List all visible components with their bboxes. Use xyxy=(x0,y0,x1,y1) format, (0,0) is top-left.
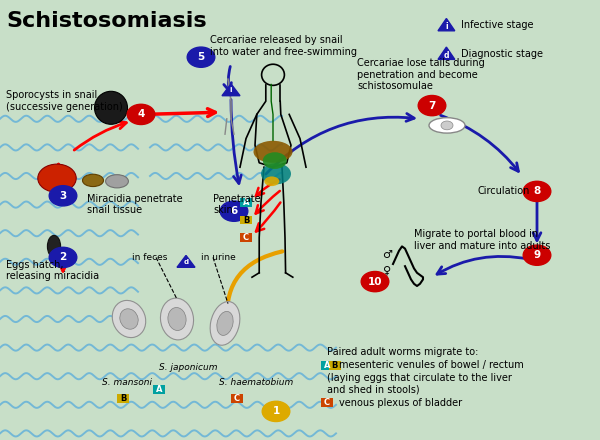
Text: venous plexus of bladder: venous plexus of bladder xyxy=(339,398,462,407)
FancyBboxPatch shape xyxy=(321,361,333,370)
FancyBboxPatch shape xyxy=(153,385,165,394)
Text: Migrate to portal blood in
liver and mature into adults: Migrate to portal blood in liver and mat… xyxy=(414,229,550,251)
Ellipse shape xyxy=(95,92,128,125)
Text: 6: 6 xyxy=(230,206,238,216)
Ellipse shape xyxy=(47,235,61,257)
Text: Cercariae lose tails during
penetration and become
schistosomulae: Cercariae lose tails during penetration … xyxy=(357,58,485,92)
Ellipse shape xyxy=(210,301,240,345)
Ellipse shape xyxy=(83,174,104,187)
Text: i: i xyxy=(445,22,448,31)
Text: Cercariae released by snail
into water and free-swimming: Cercariae released by snail into water a… xyxy=(210,35,357,57)
Polygon shape xyxy=(438,18,455,31)
Ellipse shape xyxy=(112,301,146,337)
Text: Eggs hatch,
releasing miracidia: Eggs hatch, releasing miracidia xyxy=(6,260,99,282)
Text: d: d xyxy=(443,51,449,59)
Text: A: A xyxy=(243,198,249,207)
Ellipse shape xyxy=(261,163,291,184)
Ellipse shape xyxy=(254,141,293,163)
FancyBboxPatch shape xyxy=(231,394,243,403)
Text: 8: 8 xyxy=(533,187,541,196)
Text: Infective stage: Infective stage xyxy=(461,20,533,30)
Text: 3: 3 xyxy=(59,191,67,201)
Polygon shape xyxy=(438,47,455,59)
Text: Circulation: Circulation xyxy=(477,187,529,196)
Ellipse shape xyxy=(168,308,186,330)
Text: ♀: ♀ xyxy=(383,266,391,275)
Polygon shape xyxy=(222,84,240,96)
Circle shape xyxy=(418,95,446,116)
Text: in feces: in feces xyxy=(132,253,167,262)
Ellipse shape xyxy=(160,298,194,340)
Text: 2: 2 xyxy=(59,253,67,262)
Circle shape xyxy=(187,47,215,67)
Text: S. haematobium: S. haematobium xyxy=(219,378,293,387)
FancyBboxPatch shape xyxy=(240,233,252,242)
Circle shape xyxy=(49,247,77,268)
Ellipse shape xyxy=(263,152,287,169)
Text: i: i xyxy=(230,88,232,93)
Ellipse shape xyxy=(106,175,128,188)
Circle shape xyxy=(127,104,155,125)
Text: mesenteric venules of bowel / rectum: mesenteric venules of bowel / rectum xyxy=(339,360,524,370)
Text: ♂: ♂ xyxy=(382,250,392,260)
Text: and shed in stools): and shed in stools) xyxy=(327,385,419,394)
Text: 1: 1 xyxy=(272,407,280,416)
Text: 9: 9 xyxy=(533,250,541,260)
Text: (laying eggs that circulate to the liver: (laying eggs that circulate to the liver xyxy=(327,374,512,383)
FancyBboxPatch shape xyxy=(329,361,341,370)
Text: C: C xyxy=(324,398,330,407)
Polygon shape xyxy=(177,255,195,268)
Text: Paired adult worms migrate to:: Paired adult worms migrate to: xyxy=(327,347,478,357)
Text: Sporocysts in snail
(successive generation): Sporocysts in snail (successive generati… xyxy=(6,90,123,112)
Text: Penetrate
skin: Penetrate skin xyxy=(213,194,260,216)
Text: A: A xyxy=(324,361,330,370)
Text: C: C xyxy=(243,233,249,242)
Text: B: B xyxy=(243,216,249,224)
Text: S. mansoni: S. mansoni xyxy=(102,378,152,387)
FancyBboxPatch shape xyxy=(117,394,129,403)
Text: A: A xyxy=(156,385,162,394)
Circle shape xyxy=(49,186,77,206)
Circle shape xyxy=(441,121,453,130)
Text: in urine: in urine xyxy=(201,253,236,262)
Ellipse shape xyxy=(120,309,138,329)
Text: 4: 4 xyxy=(137,110,145,119)
Circle shape xyxy=(220,201,248,221)
Text: d: d xyxy=(184,259,188,265)
Ellipse shape xyxy=(429,118,465,133)
Text: 5: 5 xyxy=(197,52,205,62)
Circle shape xyxy=(38,164,76,192)
Circle shape xyxy=(523,181,551,202)
Circle shape xyxy=(361,271,389,292)
Ellipse shape xyxy=(217,312,233,335)
Text: S. japonicum: S. japonicum xyxy=(159,363,218,372)
Text: C: C xyxy=(234,394,240,403)
Text: 10: 10 xyxy=(368,277,382,286)
FancyBboxPatch shape xyxy=(240,198,252,207)
Text: Diagnostic stage: Diagnostic stage xyxy=(461,49,543,59)
Circle shape xyxy=(262,401,290,422)
FancyBboxPatch shape xyxy=(321,398,333,407)
Text: B: B xyxy=(332,361,338,370)
Circle shape xyxy=(523,245,551,265)
Ellipse shape xyxy=(265,176,280,186)
Text: B: B xyxy=(120,394,126,403)
Text: Schistosomiasis: Schistosomiasis xyxy=(6,11,206,31)
FancyBboxPatch shape xyxy=(240,216,252,224)
Text: Miracidia penetrate
snail tissue: Miracidia penetrate snail tissue xyxy=(87,194,182,216)
Text: 7: 7 xyxy=(428,101,436,110)
